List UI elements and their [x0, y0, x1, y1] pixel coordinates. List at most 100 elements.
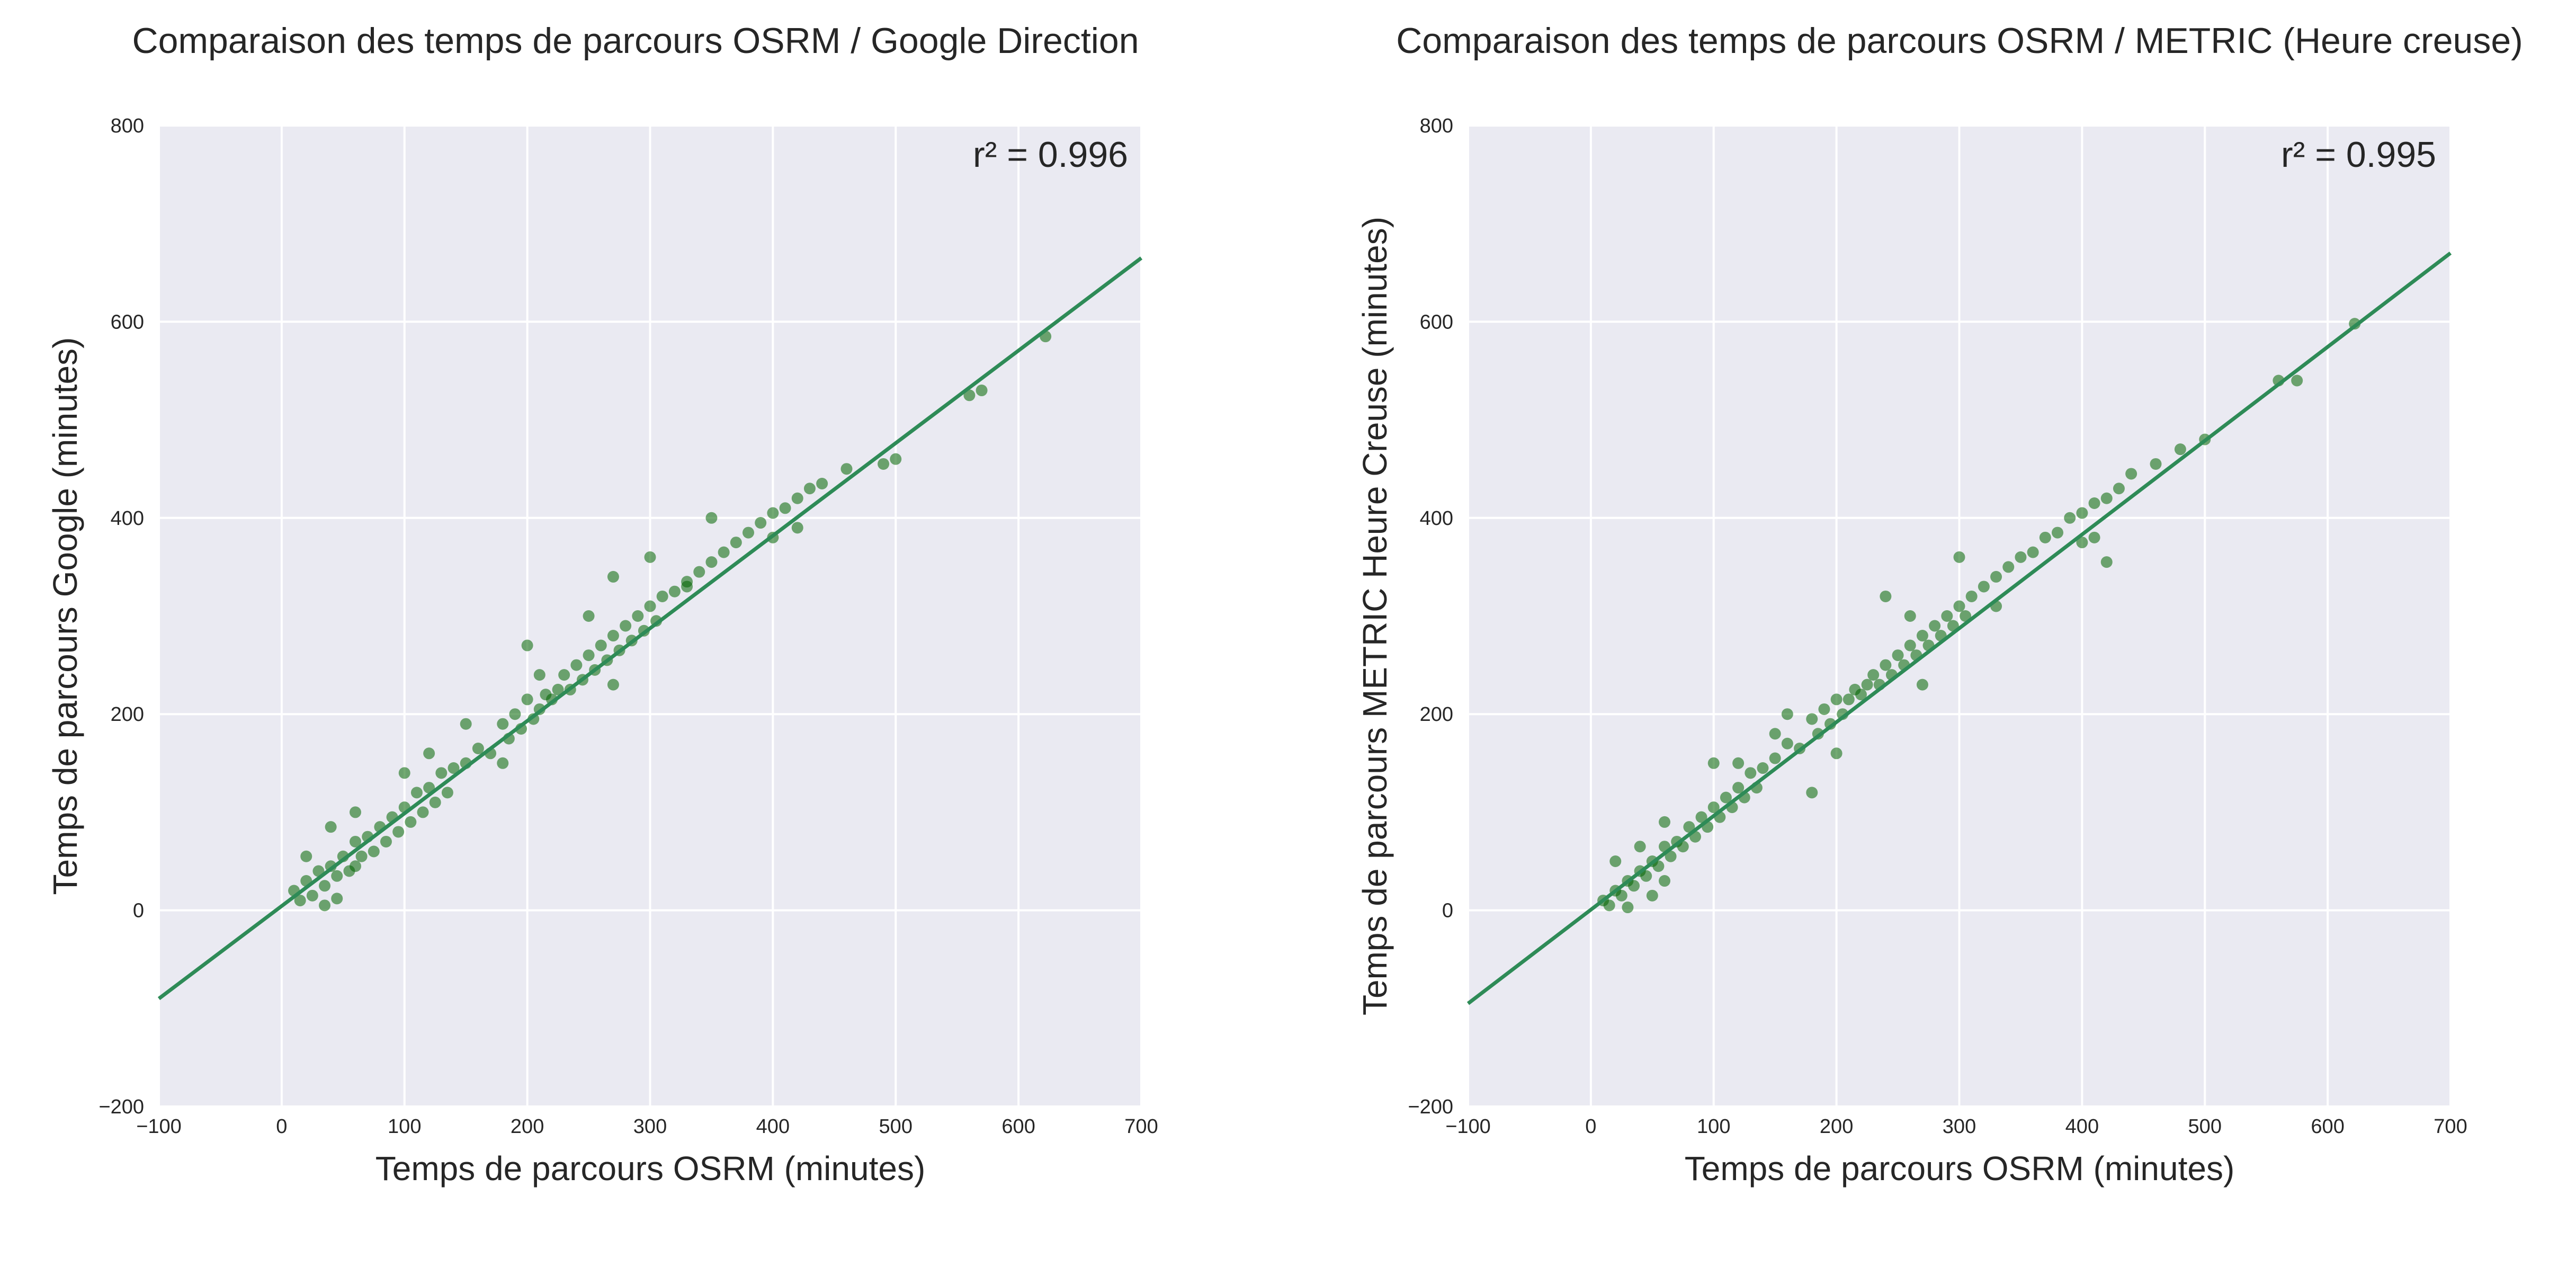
data-point	[1916, 630, 1928, 642]
data-point	[405, 816, 417, 828]
data-point	[552, 683, 564, 695]
data-point	[533, 669, 545, 681]
data-point	[1628, 880, 1640, 892]
r-squared-annotation: r² = 0.995	[2281, 135, 2436, 175]
x-tick-labels: −100 0 100 200 300 400 500 600 700	[1445, 1116, 2467, 1138]
data-point	[595, 639, 607, 652]
data-point	[1615, 889, 1627, 902]
data-point	[1990, 570, 2002, 583]
data-point	[2100, 492, 2113, 504]
x-tick-labels: −100 0 100 200 300 400 500 600 700	[136, 1116, 1158, 1138]
data-point	[583, 649, 595, 662]
data-point	[410, 787, 423, 799]
data-point	[1652, 860, 1665, 872]
data-point	[718, 546, 730, 558]
data-point	[1892, 649, 1904, 662]
data-point	[558, 669, 570, 681]
data-point	[1830, 693, 1842, 706]
x-tick-label: 700	[2434, 1116, 2467, 1138]
chart-osrm-metric: Comparaison des temps de parcours OSRM /…	[1356, 21, 2523, 1188]
data-point	[2076, 507, 2088, 519]
x-tick-label: 500	[879, 1116, 913, 1138]
chart-title: Comparaison des temps de parcours OSRM /…	[132, 21, 1139, 61]
data-point	[681, 581, 693, 593]
data-point	[497, 757, 509, 769]
data-point	[509, 708, 521, 720]
y-tick-label: −200	[1408, 1096, 1453, 1118]
x-tick-label: 200	[511, 1116, 544, 1138]
data-point	[300, 850, 312, 862]
x-tick-label: 300	[633, 1116, 667, 1138]
data-point	[1757, 762, 1769, 774]
data-point	[656, 590, 668, 602]
data-point	[417, 806, 429, 818]
y-tick-label: 800	[111, 115, 144, 137]
data-point	[2088, 497, 2100, 510]
y-tick-label: 200	[1420, 703, 1453, 726]
regression-line	[157, 256, 1143, 1001]
data-point	[976, 385, 988, 397]
data-point	[441, 787, 453, 799]
data-point	[1978, 581, 1990, 593]
data-point	[2052, 527, 2063, 539]
data-point	[294, 895, 306, 907]
y-tick-label: −200	[99, 1096, 144, 1118]
data-point	[1830, 747, 1842, 760]
x-tick-label: 0	[276, 1116, 287, 1138]
data-point	[878, 458, 890, 470]
data-point	[429, 796, 441, 808]
x-tick-label: 300	[1943, 1116, 1976, 1138]
data-point	[380, 835, 392, 847]
data-point	[392, 826, 405, 838]
data-point	[840, 463, 853, 475]
data-point	[620, 620, 632, 632]
data-point	[1646, 889, 1658, 902]
data-point	[1659, 816, 1670, 828]
data-point	[521, 693, 533, 706]
grid-lines	[1467, 124, 2452, 1108]
data-point	[803, 483, 816, 495]
x-tick-label: 0	[1585, 1116, 1596, 1138]
data-point	[319, 899, 331, 912]
data-point	[632, 610, 644, 622]
data-point	[2088, 531, 2100, 543]
data-point	[368, 845, 380, 858]
data-point	[1818, 703, 1830, 715]
y-tick-labels: −200 0 200 400 600 800	[1408, 115, 1453, 1118]
data-point	[1781, 708, 1793, 720]
data-point	[2100, 556, 2113, 568]
data-point	[1929, 620, 1941, 632]
data-point	[1855, 689, 1867, 701]
data-point	[1609, 855, 1622, 867]
x-axis-label: Temps de parcours OSRM (minutes)	[375, 1149, 926, 1188]
y-tick-label: 0	[1442, 900, 1453, 922]
data-point	[2039, 531, 2051, 543]
data-point	[1634, 841, 1646, 853]
data-point	[1880, 659, 1892, 671]
data-point	[2125, 468, 2137, 480]
data-point	[1953, 551, 1965, 563]
x-axis-label: Temps de parcours OSRM (minutes)	[1685, 1149, 2235, 1188]
data-point	[1707, 801, 1720, 814]
data-point	[2174, 443, 2186, 456]
x-tick-label: 500	[2188, 1116, 2222, 1138]
data-point	[1842, 693, 1855, 706]
data-point	[607, 630, 619, 642]
data-point	[331, 870, 343, 882]
data-point	[668, 585, 681, 597]
y-tick-label: 800	[1420, 115, 1453, 137]
data-point	[607, 679, 619, 691]
data-point	[2150, 458, 2162, 470]
data-point	[1904, 610, 1916, 622]
chart-osrm-google: Comparaison des temps de parcours OSRM /…	[46, 21, 1158, 1188]
data-point	[2064, 512, 2076, 524]
y-tick-label: 200	[111, 703, 144, 726]
y-tick-label: 400	[111, 507, 144, 530]
data-point	[963, 389, 976, 401]
data-point	[644, 551, 656, 563]
data-point	[460, 718, 472, 730]
x-tick-label: 100	[1697, 1116, 1730, 1138]
x-tick-label: 600	[1001, 1116, 1035, 1138]
data-point	[583, 610, 595, 622]
